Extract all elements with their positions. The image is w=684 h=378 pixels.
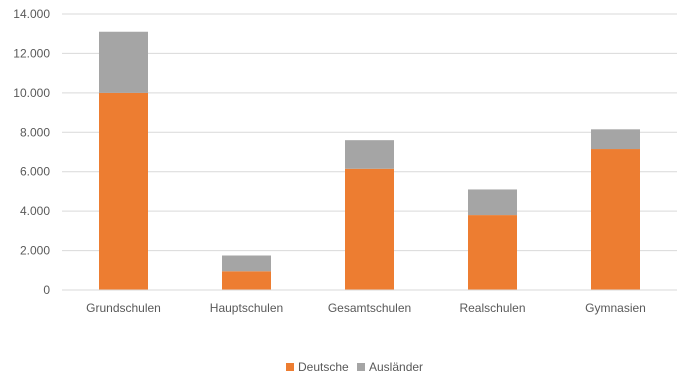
y-tick-label: 0: [43, 283, 50, 297]
bar-auslaender-grundschulen: [99, 31, 148, 93]
x-axis-tick-labels: Grundschulen Hauptschulen Gesamtschulen Rea…: [86, 301, 646, 315]
bar-deutsche-gymnasien: [591, 149, 640, 290]
y-axis-tick-labels: 0 2.000 4.000 6.000 8.000 10.000 12.000 14.000: [13, 7, 50, 297]
y-tick-label: 2.000: [20, 244, 50, 258]
y-tick-label: 4.000: [20, 204, 50, 218]
legend-label: Ausländer: [369, 360, 423, 374]
y-tick-label: 8.000: [20, 125, 50, 139]
bar-auslaender-hauptschulen: [222, 255, 271, 272]
x-tick-label: Gesamtschulen: [328, 301, 411, 315]
y-tick-label: 14.000: [13, 7, 50, 21]
x-tick-label: Hauptschulen: [210, 301, 283, 315]
bar-deutsche-grundschulen: [99, 92, 148, 290]
bar-deutsche-gesamtschulen: [345, 168, 394, 290]
legend: Deutsche Ausländer: [286, 360, 423, 374]
bar-deutsche-hauptschulen: [222, 271, 271, 290]
x-tick-label: Grundschulen: [86, 301, 161, 315]
y-tick-label: 6.000: [20, 165, 50, 179]
bar-auslaender-gesamtschulen: [345, 140, 394, 169]
x-tick-label: Realschulen: [459, 301, 525, 315]
bar-auslaender-realschulen: [468, 189, 517, 216]
bar-deutsche-realschulen: [468, 215, 517, 290]
legend-swatch: [286, 363, 294, 371]
bars: [99, 31, 640, 290]
bar-auslaender-gymnasien: [591, 129, 640, 150]
y-tick-label: 10.000: [13, 86, 50, 100]
legend-label: Deutsche: [298, 360, 349, 374]
x-tick-label: Gymnasien: [585, 301, 646, 315]
legend-swatch: [357, 363, 365, 371]
y-tick-label: 12.000: [13, 46, 50, 60]
